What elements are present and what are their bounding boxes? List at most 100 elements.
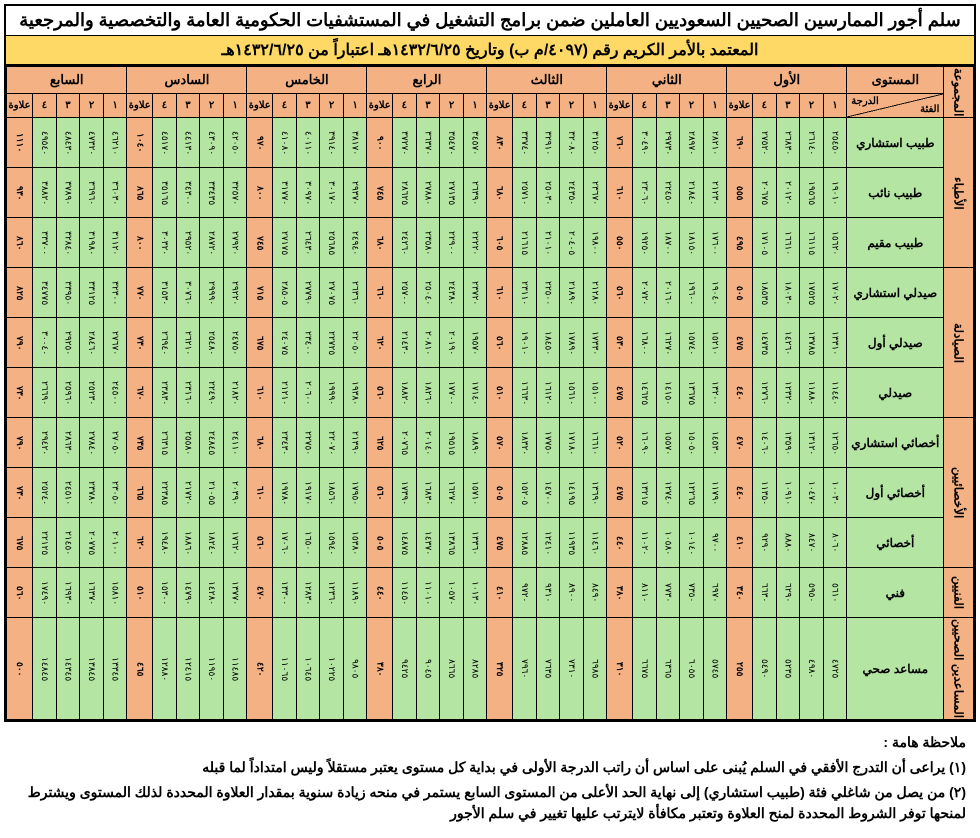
salary-value: ٤٧٥ [607,368,633,418]
salary-value: ١١٠١٠ [416,568,440,618]
salary-value: ٢٠١٦٠ [656,268,680,318]
salary-value: ٣٨٠ [607,568,633,618]
salary-value: ١٦٥٠٠ [296,518,320,568]
salary-value: ١٤٣٧٠ [416,518,440,568]
salary-value: ١٠٩١٠ [776,468,800,518]
salary-value: ١٨٨٦٠ [176,518,200,568]
salary-value: ٢١٢٨٠ [583,268,607,318]
salary-value: ٢١٢١٠ [273,368,297,418]
salary-value: ٢٠٦٠٠ [296,368,320,418]
salary-value: ١٠٠٣٠ [823,468,847,518]
salary-value: ٣٨٨٢٠ [33,168,57,218]
category-name: أخصائي أول [847,468,944,518]
salary-value: ٢١٠٥٥ [200,468,224,518]
salary-value: ٦١٠ [247,368,273,418]
salary-value: ٢٢٣٨٥ [153,468,177,518]
salary-value: ٨٦٥ [127,168,153,218]
salary-value: ١٩٥١٥ [440,418,464,468]
salary-value: ١٥٠٥٠ [680,418,704,468]
salary-value: ١٢٧٦٠ [752,368,776,418]
salary-value: ١٤٨٧٥ [393,518,417,568]
salary-value: ١٥٦٢٠ [823,218,847,268]
salary-value: ١٠٢٢٥ [320,618,344,720]
salary-value: ١٢٣٦٠ [320,568,344,618]
salary-value: ٧٣٠ [7,368,33,418]
salary-value: ٧٦٣٥ [536,618,560,720]
salary-value: ١٤٧٣٥ [752,318,776,368]
salary-value: ٢٨٧٢٠ [200,218,224,268]
salary-value: ٣٩١٤٠ [320,118,344,168]
degree-header: ١ [223,93,247,118]
salary-value: ٥٠٥ [487,468,513,518]
salary-value: ١٧٣٩٠ [393,468,417,518]
salary-value: ٢٥٦٨٥ [320,218,344,268]
salary-value: ١٩٨٠٠ [583,218,607,268]
salary-value: ٢١٤٥٠ [56,518,80,568]
salary-value: ٢٣٠٥٠ [103,468,127,518]
degree-header: ٢ [320,93,344,118]
salary-value: ٧٣٥٠ [680,568,704,618]
salary-value: ١٨٨٢٠ [393,368,417,418]
salary-value: ١٣٣١٠ [823,318,847,368]
salary-value: ٢٥٩٦٠ [56,368,80,418]
degree-header: ١ [103,93,127,118]
category-name: طبيب مقيم [847,218,944,268]
salary-value: ٢١٦١٥ [513,218,537,268]
salary-value: ٢٦٨٣٠ [776,118,800,168]
salary-value: ٢٣٠٦٠ [632,168,656,218]
salary-value: ١٢٨٣٠ [296,568,320,618]
salary-value: ١٠٥٧٠ [440,568,464,618]
degree-header: ٤ [632,93,656,118]
salary-value: ٢١٤٣٠ [393,318,417,368]
degree-header: ١ [463,93,487,118]
salary-value: ١٦٨٠٠ [632,318,656,368]
salary-value: ١٧١٨٠ [560,418,584,468]
salary-scale-table: سلم أجور الممارسين الصحيين السعوديين الع… [4,4,976,722]
salary-value: ١٦٢٧٠ [440,468,464,518]
salary-value: ٤٥١٧٠ [153,118,177,168]
salary-value: ١٧٦٠٠ [703,218,727,268]
salary-value: ٥٩٥٠ [800,568,824,618]
salary-value: ٩٢٩٠ [752,518,776,568]
salary-value: ٩٣٠ [7,168,33,218]
main-title: سلم أجور الممارسين الصحيين السعوديين الع… [6,6,974,36]
salary-value: ١٩٥٧٠ [463,318,487,368]
salary-value: ١٣٦٧٥ [680,368,704,418]
salary-value: ٢٦٩٤٠ [153,318,177,368]
salary-value: ٢٧٠٥٠ [103,418,127,468]
salary-value: ٣٢٩١٠ [536,118,560,168]
salary-value: ٢٨٤٦٠ [80,318,104,368]
salary-value: ٢٢٠٥٠ [343,318,367,368]
level-header: السابع [7,67,127,94]
salary-value: ٣١٠ [607,618,633,720]
salary-value: ٤٧٠ [727,418,753,468]
salary-value: ١١٤٤٠ [823,368,847,418]
salary-value: ٢٤٣٨٠ [440,268,464,318]
cat-deg-header: الدرجةالفئة [847,93,944,118]
salary-value: ١١٣٥٠ [752,468,776,518]
salary-value: ٣٢٠٨٠ [560,118,584,168]
salary-value: ٦٨٠ [367,218,393,268]
salary-value: ٩٠٤٥ [416,618,440,720]
salary-value: ٢٠٨١٠ [416,318,440,368]
salary-value: ١٩٥٦٥ [800,168,824,218]
salary-value: ٤٣٠٩٠ [200,118,224,168]
salary-value: ١٣٧٨٥ [800,318,824,368]
degree-header: ٢ [80,93,104,118]
salary-value: ٢٦٦٩٠ [33,368,57,418]
salary-value: ٢٧١٧٥ [273,218,297,268]
salary-value: ٢٥٧٠٠ [393,268,417,318]
salary-value: ٣٦٩٦٠ [80,168,104,218]
salary-value: ٢٢١٢٥ [33,518,57,568]
salary-value: ٣٦٠٣٠ [103,168,127,218]
salary-value: ١٨٣٢٠ [513,418,537,468]
salary-value: ٧٧٣٠ [656,568,680,618]
level-header: الثالث [487,67,607,94]
group-name: المساعدين الصحيين [944,618,974,720]
salary-value: ٥٠٥ [367,518,393,568]
salary-value: ٤١٠ [487,568,513,618]
salary-value: ١٥٩٤٠ [320,518,344,568]
salary-value: ٢٣٤٣٠ [273,418,297,468]
salary-value: ١٦٣٧٠ [80,568,104,618]
salary-value: ٢٠١٩٠ [440,318,464,368]
